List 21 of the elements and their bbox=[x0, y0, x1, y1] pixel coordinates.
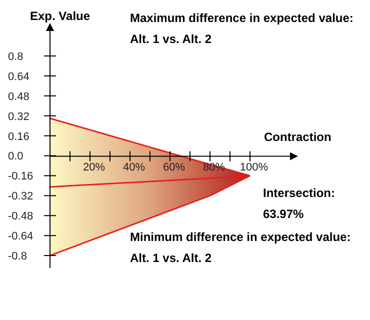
y-tick-label: -0.16 bbox=[8, 170, 34, 183]
y-tick-label: 0.32 bbox=[8, 110, 30, 123]
annotation: Intersection: 63.97% bbox=[263, 186, 336, 221]
x-tick-label: 100% bbox=[240, 161, 268, 174]
y-tick-label: 0.16 bbox=[8, 130, 30, 143]
y-tick-label: -0.8 bbox=[8, 250, 27, 263]
y-tick-label: -0.64 bbox=[8, 230, 34, 243]
y-tick-label: 0.48 bbox=[8, 90, 30, 103]
y-tick-label: 0.8 bbox=[8, 50, 24, 63]
y-tick-label: -0.32 bbox=[8, 190, 34, 203]
x-tick-label: 40% bbox=[122, 161, 146, 174]
annotation: Minimum difference in expected value: Alt. 1 vs. Alt. 2 bbox=[130, 230, 351, 265]
y-tick-label: -0.48 bbox=[8, 210, 34, 223]
x-axis-title: Contraction bbox=[264, 130, 332, 144]
y-tick-label: 0.0 bbox=[8, 150, 24, 163]
y-tick-label: 0.64 bbox=[8, 70, 30, 83]
y-axis-title: Exp. Value bbox=[30, 9, 90, 23]
annotation: Maximum difference in expected value: Alt. 1 vs. Alt. 2 bbox=[130, 11, 354, 46]
x-tick-label: 20% bbox=[82, 161, 106, 174]
x-tick-label: 80% bbox=[202, 161, 226, 174]
x-tick-label: 60% bbox=[162, 161, 186, 174]
